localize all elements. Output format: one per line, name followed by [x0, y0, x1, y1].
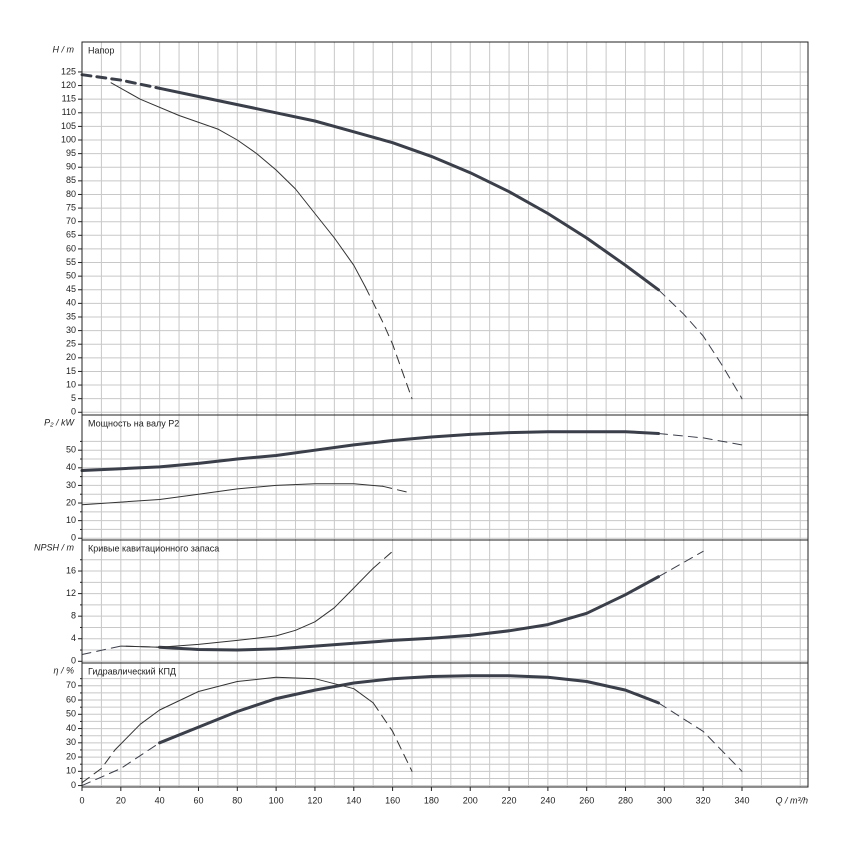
- y-tick-label: 12: [66, 588, 76, 598]
- y-tick-label: 0: [71, 780, 76, 790]
- y-tick-label: 0: [71, 533, 76, 543]
- panel-title: Гидравлический КПД: [88, 666, 176, 676]
- dashed-curve: [372, 550, 394, 569]
- y-tick-label: 20: [66, 352, 76, 362]
- x-tick-label: 300: [657, 795, 672, 805]
- curve: [81, 483, 384, 506]
- x-tick-label: 200: [463, 795, 478, 805]
- dashed-curve: [80, 73, 162, 90]
- x-axis-label: Q / m³/h: [775, 795, 808, 805]
- y-tick-label: 20: [66, 751, 76, 761]
- x-tick-label: 280: [618, 795, 633, 805]
- dashed-curve: [658, 702, 743, 772]
- y-tick-label: 30: [66, 325, 76, 335]
- y-tick-label: 95: [66, 148, 76, 158]
- x-tick-label: 160: [385, 795, 400, 805]
- y-tick-label: 85: [66, 175, 76, 185]
- y-tick-label: 0: [71, 407, 76, 417]
- panel-frame: [81, 41, 809, 416]
- x-tick-label: 320: [696, 795, 711, 805]
- y-tick-label: 60: [66, 243, 76, 253]
- y-axis-label: η / %: [53, 665, 74, 675]
- y-tick-label: 50: [66, 271, 76, 281]
- y-tick-label: 50: [66, 709, 76, 719]
- x-tick-label: 220: [502, 795, 517, 805]
- dashed-curve: [372, 702, 413, 772]
- y-axis-label: NPSH / m: [34, 542, 75, 552]
- x-tick-label: 240: [540, 795, 555, 805]
- y-tick-label: 4: [71, 633, 76, 643]
- dashed-curve: [658, 550, 704, 578]
- x-tick-label: 40: [155, 795, 165, 805]
- y-tick-label: 16: [66, 565, 76, 575]
- y-tick-label: 55: [66, 257, 76, 267]
- y-axis-label: H / m: [53, 44, 75, 54]
- y-tick-label: 40: [66, 723, 76, 733]
- dashed-curve: [382, 485, 413, 494]
- panel-title: Кривые кавитационного запаса: [88, 543, 219, 553]
- x-tick-label: 20: [116, 795, 126, 805]
- curve: [80, 430, 660, 472]
- grid-layer: [81, 42, 808, 787]
- y-tick-label: 0: [71, 656, 76, 666]
- y-tick-label: 5: [71, 393, 76, 403]
- y-tick-label: 100: [61, 134, 76, 144]
- y-tick-label: 110: [62, 107, 76, 117]
- dashed-curve: [81, 749, 116, 784]
- dashed-curve: [364, 286, 413, 400]
- y-tick-label: 105: [61, 121, 76, 131]
- y-tick-label: 30: [66, 737, 76, 747]
- x-tick-label: 60: [193, 795, 203, 805]
- x-tick-label: 140: [346, 795, 361, 805]
- y-tick-label: 75: [66, 202, 76, 212]
- x-tick-label: 0: [79, 795, 84, 805]
- curve: [158, 674, 660, 745]
- y-tick-label: 60: [66, 694, 76, 704]
- y-tick-label: 25: [66, 339, 76, 349]
- y-tick-label: 120: [61, 80, 76, 90]
- curve-layer: [80, 73, 743, 787]
- y-tick-label: 35: [66, 311, 76, 321]
- x-tick-label: 340: [734, 795, 749, 805]
- y-tick-label: 40: [66, 462, 76, 472]
- y-tick-label: 65: [66, 230, 76, 240]
- y-tick-label: 20: [66, 497, 76, 507]
- y-tick-label: 8: [71, 611, 76, 621]
- dashed-curve: [658, 289, 743, 400]
- y-tick-label: 15: [66, 366, 76, 376]
- y-axis-label: P₂ / kW: [44, 417, 75, 427]
- y-tick-label: 70: [66, 216, 76, 226]
- curve: [158, 86, 660, 292]
- panel-title: Напор: [88, 45, 114, 55]
- x-tick-label: 80: [232, 795, 242, 805]
- curve: [114, 676, 374, 751]
- x-tick-label: 260: [579, 795, 594, 805]
- y-tick-label: 10: [66, 379, 76, 389]
- curve: [110, 82, 366, 288]
- x-tick-label: 120: [307, 795, 322, 805]
- y-tick-label: 10: [66, 515, 76, 525]
- dashed-curve: [658, 433, 743, 446]
- y-tick-label: 90: [66, 162, 76, 172]
- y-tick-label: 40: [66, 298, 76, 308]
- y-tick-label: 45: [66, 284, 76, 294]
- y-tick-label: 50: [66, 445, 76, 455]
- y-tick-label: 10: [66, 766, 76, 776]
- x-tick-label: 100: [269, 795, 284, 805]
- panel-frame: [81, 662, 809, 788]
- x-tick-label: 180: [424, 795, 439, 805]
- y-tick-label: 80: [66, 189, 76, 199]
- y-tick-label: 125: [61, 66, 76, 76]
- curve: [158, 575, 660, 652]
- y-tick-label: 70: [66, 680, 76, 690]
- y-tick-label: 115: [62, 94, 76, 104]
- curve: [120, 567, 374, 648]
- panel-frame: [81, 414, 809, 541]
- y-tick-label: 30: [66, 480, 76, 490]
- panel-title: Мощность на валу P2: [88, 418, 179, 428]
